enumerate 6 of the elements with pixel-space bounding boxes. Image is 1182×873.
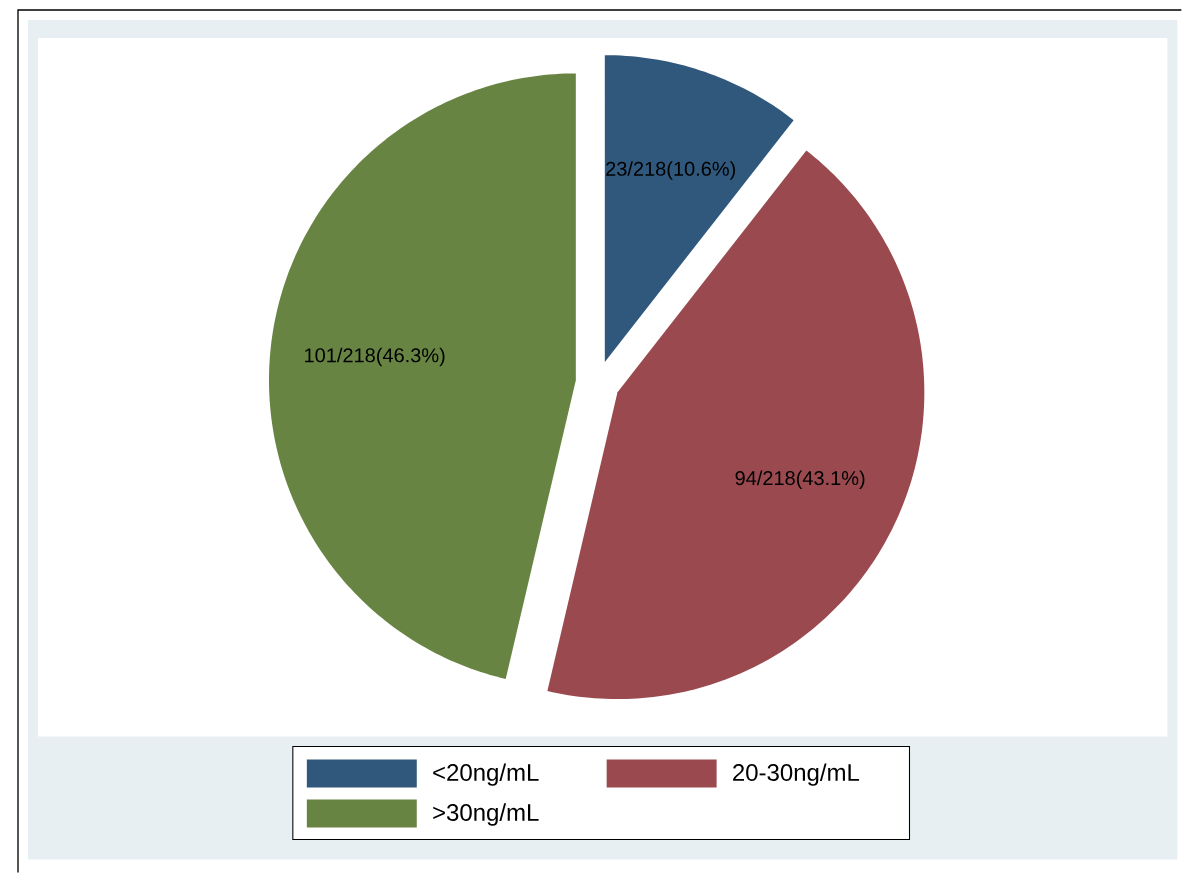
data-label: 101/218(46.3%) [305, 347, 445, 367]
data-label: 94/218(43.1%) [735, 470, 865, 490]
data-label: 23/218(10.6%) [606, 161, 736, 180]
legend-label: >30ng/mL [433, 803, 539, 826]
legend-label: 20-30ng/mL [733, 763, 860, 786]
legend-label: <20ng/mL [433, 763, 539, 786]
